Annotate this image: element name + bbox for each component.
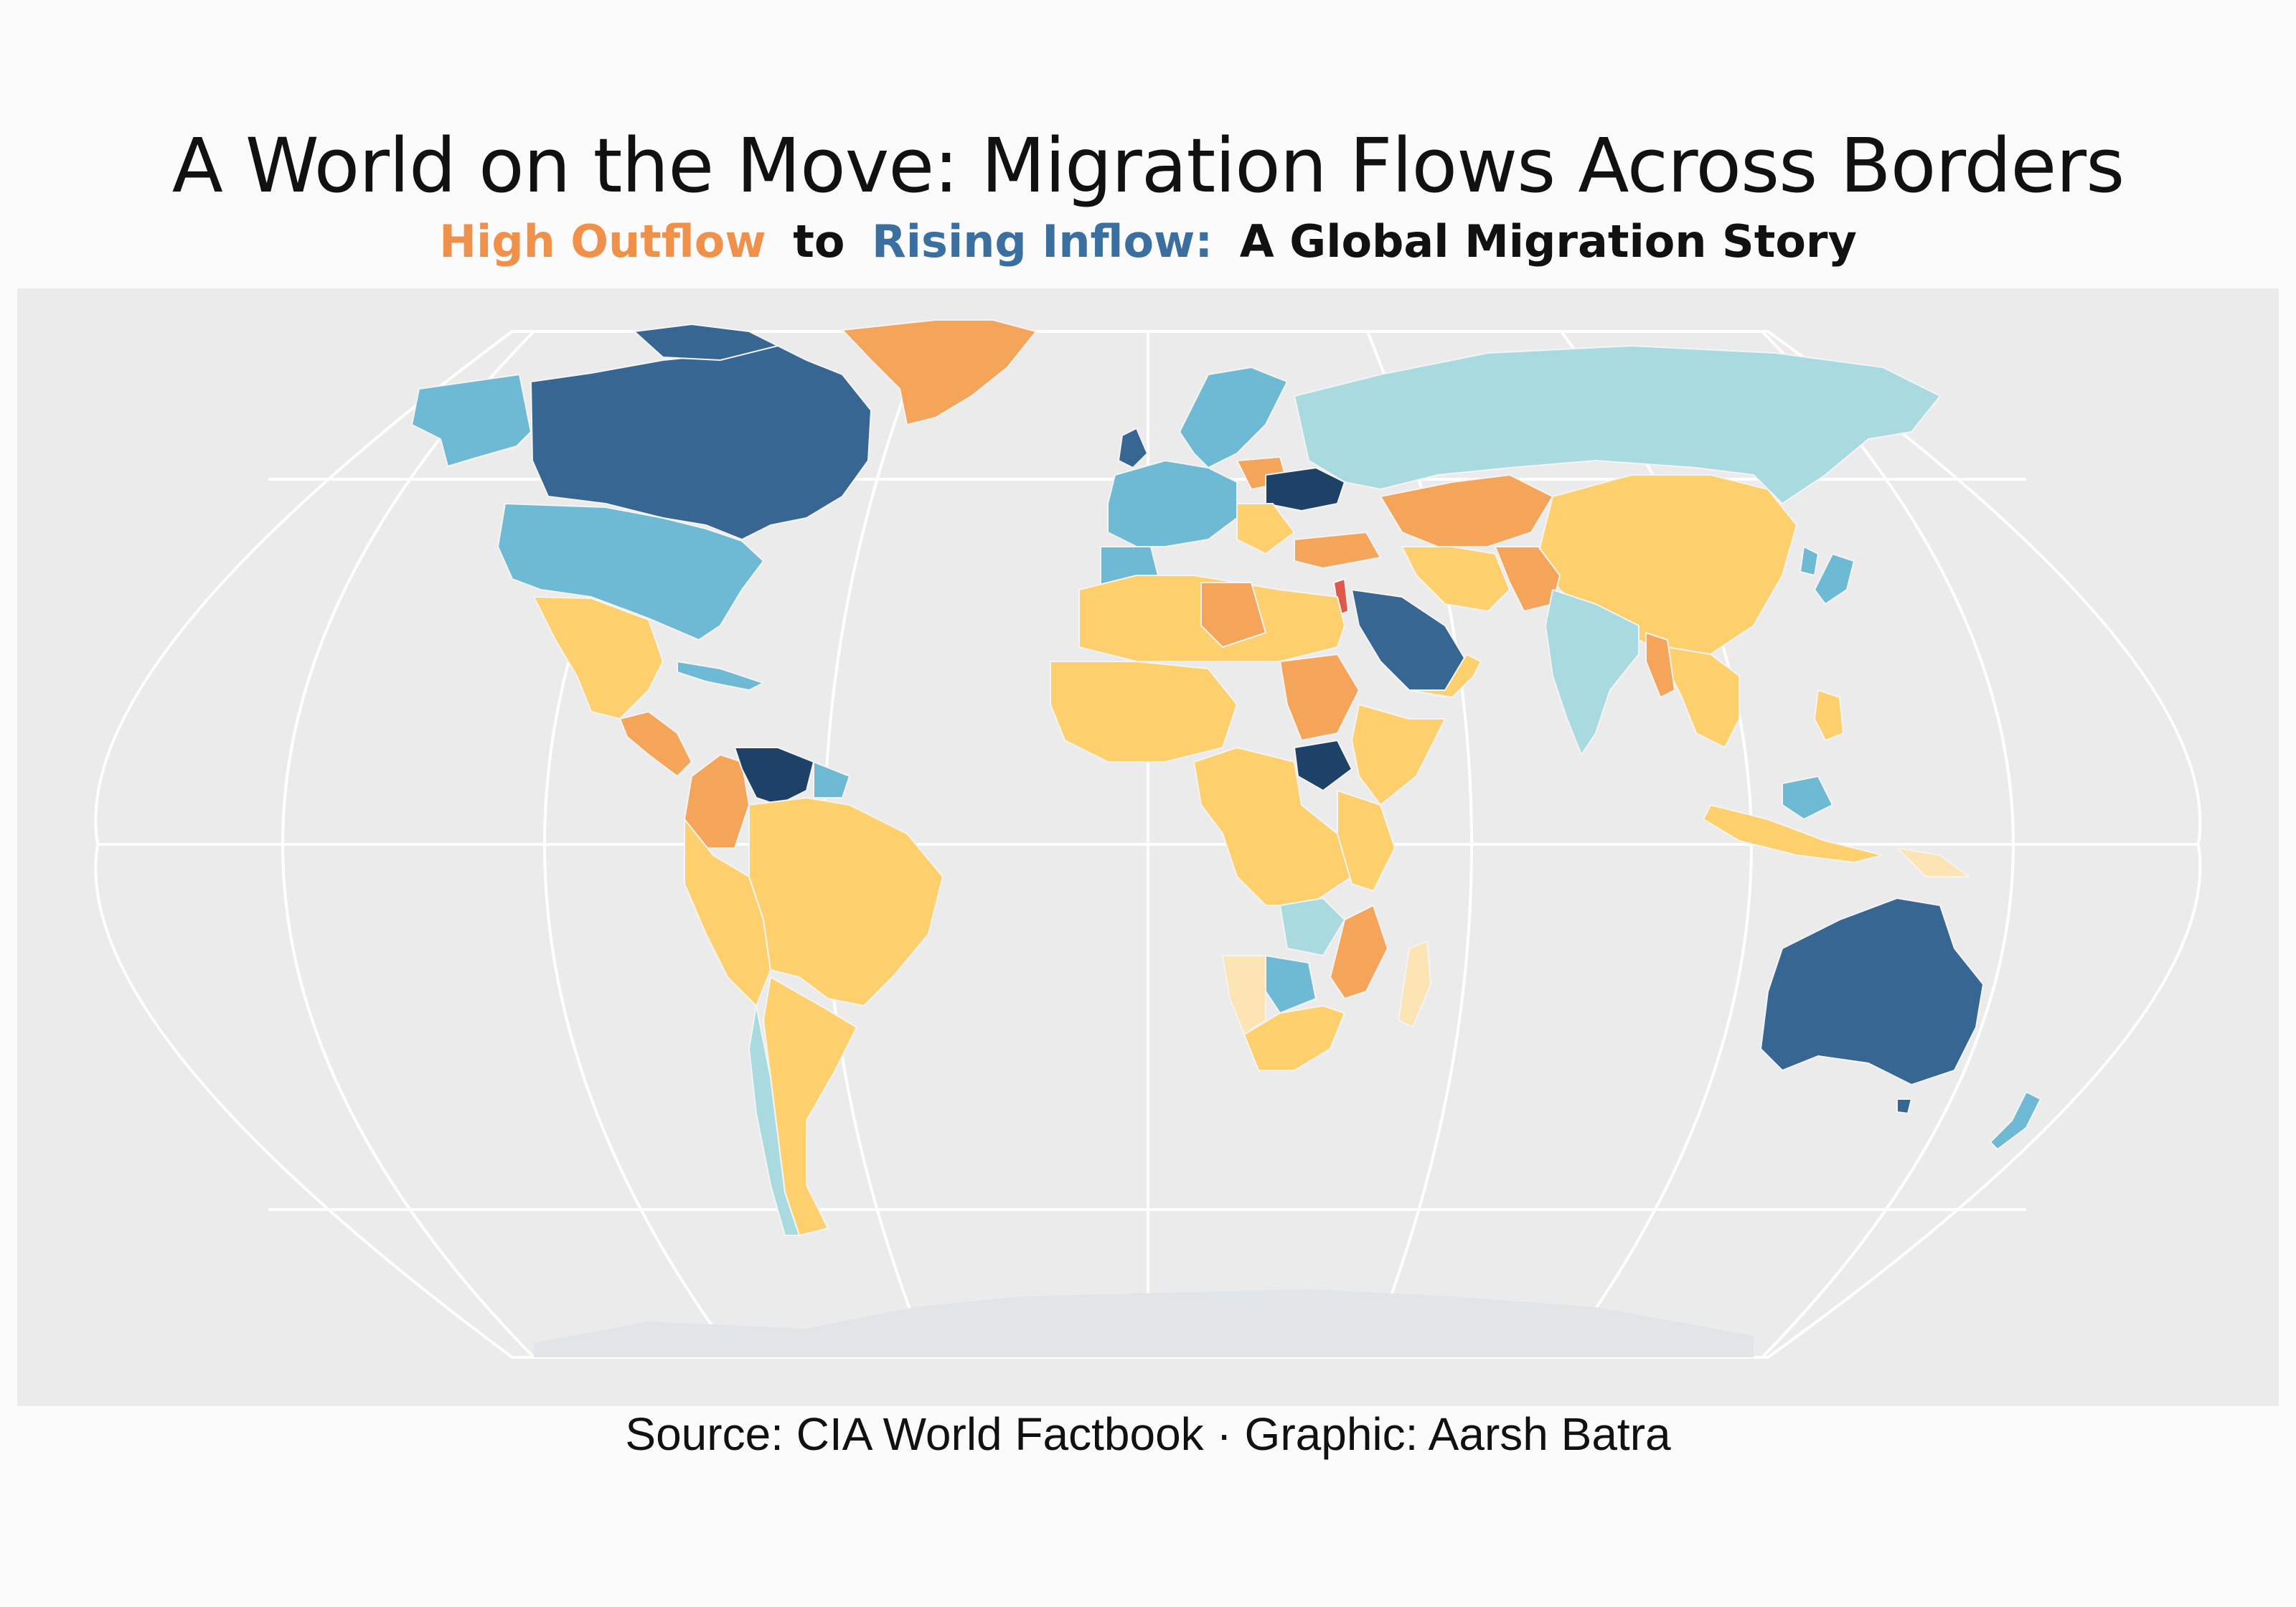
region-myanmar xyxy=(1645,632,1675,698)
map-subtitle: High Outflow to Rising Inflow: A Global … xyxy=(0,215,2296,268)
region-venezuela xyxy=(734,747,814,806)
region-united-states xyxy=(497,503,764,641)
region-antarctica xyxy=(534,1289,1754,1357)
region-turkey xyxy=(1294,532,1381,569)
region-western-europe xyxy=(1107,460,1238,547)
region-papua-new-guinea xyxy=(1896,847,1970,877)
region-caribbean xyxy=(677,661,764,691)
region-australia xyxy=(1760,897,1984,1085)
source-caption: Source: CIA World Factbook · Graphic: Aa… xyxy=(625,1408,1671,1460)
region-andes xyxy=(684,819,771,1007)
region-korea xyxy=(1799,546,1819,576)
subtitle-outflow: High Outflow xyxy=(439,215,766,268)
region-south-africa xyxy=(1243,1005,1345,1071)
region-sudan xyxy=(1279,654,1360,741)
region-balkans xyxy=(1236,503,1295,555)
region-tasmania xyxy=(1896,1098,1912,1114)
region-russia xyxy=(1294,345,1941,504)
region-chile xyxy=(748,1005,800,1236)
region-libya xyxy=(1200,582,1266,648)
region-uk xyxy=(1118,428,1148,468)
region-india xyxy=(1545,589,1639,755)
region-indonesia xyxy=(1703,804,1883,863)
region-philippines xyxy=(1814,689,1844,741)
region-madagascar xyxy=(1398,941,1431,1028)
world-map xyxy=(94,319,2202,1359)
region-central-america xyxy=(619,711,692,777)
subtitle-to: to xyxy=(793,215,845,268)
subtitle-inflow: Rising Inflow: xyxy=(872,215,1213,268)
subtitle-story: A Global Migration Story xyxy=(1239,215,1857,268)
region-central-africa xyxy=(1193,747,1352,906)
region-south-sudan xyxy=(1294,740,1352,791)
region-namibia xyxy=(1222,955,1266,1035)
region-japan xyxy=(1814,553,1855,605)
map-panel xyxy=(17,288,2279,1406)
region-zambia xyxy=(1279,897,1345,956)
region-iran xyxy=(1401,546,1510,612)
region-guianas xyxy=(813,761,850,798)
region-botswana xyxy=(1265,955,1317,1014)
region-mexico xyxy=(533,596,664,720)
region-saudi-arabia xyxy=(1351,589,1467,698)
region-yemen-oman xyxy=(1408,654,1482,698)
region-borneo xyxy=(1782,776,1833,820)
region-horn-of-africa xyxy=(1351,704,1446,806)
region-new-zealand xyxy=(1990,1091,2041,1150)
region-brazil xyxy=(748,797,944,1007)
region-greenland xyxy=(842,319,1037,425)
countries xyxy=(411,319,2041,1357)
map-title: A World on the Move: Migration Flows Acr… xyxy=(171,122,2125,209)
region-west-africa xyxy=(1050,661,1238,763)
region-arctic-islands xyxy=(634,324,778,361)
region-central-asia xyxy=(1380,474,1553,547)
region-alaska xyxy=(411,374,532,467)
region-mozambique xyxy=(1330,905,1388,999)
region-scandinavia xyxy=(1179,367,1288,468)
region-east-africa xyxy=(1337,790,1396,892)
